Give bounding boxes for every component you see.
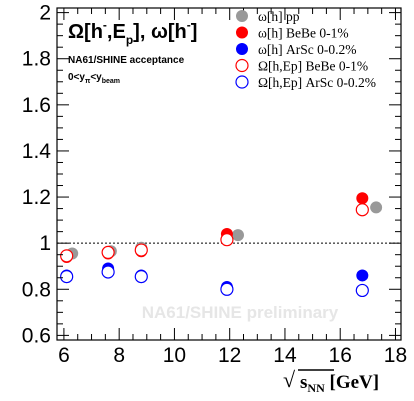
data-point xyxy=(356,192,369,205)
sqrt-symbol: √ xyxy=(283,367,296,392)
legend-marker xyxy=(236,26,248,39)
x-tick-label: 6 xyxy=(58,344,70,367)
legend-label: ω[h] BeBe 0-1% xyxy=(258,26,349,41)
title-part: ,E xyxy=(107,21,126,43)
x-tick-label: 10 xyxy=(163,344,186,367)
legend-marker xyxy=(235,75,249,89)
x-tick-label: 8 xyxy=(113,344,125,367)
title-part: Ω[h xyxy=(68,21,103,43)
legend: ω[h] pp ω[h] BeBe 0-1%ω[h] ArSc 0-0.2% Ω[h… xyxy=(235,9,376,90)
cut-part: <y xyxy=(90,72,102,83)
data-point xyxy=(355,203,369,217)
cut-part: beam xyxy=(102,78,120,85)
chart-subtitle: NA61/SHINE acceptance xyxy=(68,55,185,66)
data-point xyxy=(60,269,74,284)
data-point xyxy=(101,265,115,279)
y-tick-label: 2 xyxy=(39,2,51,25)
title-part: ], ω[h xyxy=(133,21,187,43)
xlabel-part: [GeV] xyxy=(325,372,379,393)
xlabel-part: NN xyxy=(307,381,325,395)
x-tick-label: 14 xyxy=(273,344,297,367)
data-point xyxy=(60,249,74,263)
cut-part: π xyxy=(85,78,91,85)
rapidity-cut: 0<yπ<ybeam xyxy=(68,72,120,85)
data-point xyxy=(134,269,148,284)
x-axis-label-text: sNN [GeV] xyxy=(300,372,379,395)
legend-label: Ω[h,Ep] ArSc 0-0.2% xyxy=(258,75,376,90)
data-point xyxy=(231,229,244,242)
legend-marker xyxy=(236,10,248,22)
data-point xyxy=(220,282,234,296)
legend-label: Ω[h,Ep] BeBe 0-1% xyxy=(258,59,368,74)
title-part: - xyxy=(187,18,191,32)
ticks-layer: 6 8 10 12 14 16 18 0.6 0.8 1 1.2 1.4 1.6 1.8 2 xyxy=(22,2,407,367)
title-part: ] xyxy=(191,21,198,43)
title-part: p xyxy=(126,33,133,47)
chart-title: Ω[h-,Ep], ω[h-] xyxy=(68,18,197,47)
x-axis-label: √ sNN [GeV] xyxy=(283,367,379,395)
y-tick-label: 1 xyxy=(39,232,51,255)
y-tick-label: 0.8 xyxy=(22,278,51,301)
y-tick-label: 1.8 xyxy=(22,48,51,71)
data-point xyxy=(134,243,148,257)
data-point xyxy=(101,245,115,259)
legend-label: ω[h] pp xyxy=(258,9,300,24)
data-point xyxy=(370,201,383,214)
xlabel-part: s xyxy=(300,372,307,393)
y-tick-label: 1.2 xyxy=(22,186,51,209)
points-layer xyxy=(60,192,383,298)
data-point xyxy=(220,233,234,247)
title-part: - xyxy=(103,18,107,32)
legend-marker xyxy=(235,58,249,73)
x-tick-label: 18 xyxy=(384,344,407,367)
y-tick-label: 1.4 xyxy=(22,140,52,163)
legend-label: ω[h] ArSc 0-0.2% xyxy=(258,42,357,57)
y-tick-label: 1.6 xyxy=(22,94,51,117)
x-tick-label: 16 xyxy=(329,344,352,367)
legend-marker xyxy=(236,43,248,55)
data-point xyxy=(355,283,369,298)
watermark-text: NA61/SHINE preliminary xyxy=(142,303,339,322)
y-tick-label: 0.6 xyxy=(22,324,51,347)
data-point xyxy=(356,269,369,282)
watermark-layer: NA61/SHINE preliminary xyxy=(142,303,339,322)
cut-part: 0<y xyxy=(68,72,85,83)
x-tick-label: 12 xyxy=(218,344,241,367)
